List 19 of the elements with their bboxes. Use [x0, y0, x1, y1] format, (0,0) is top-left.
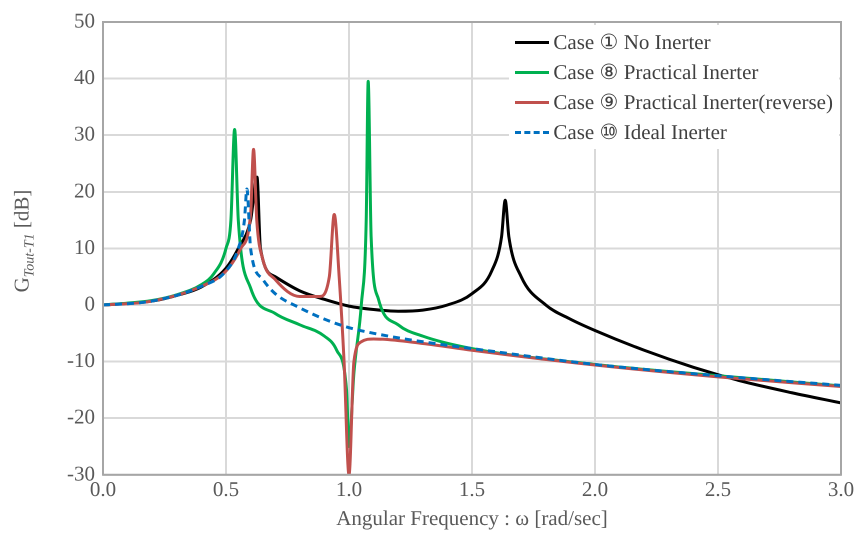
- y-tick-label: 20: [74, 178, 95, 202]
- y-tick-label: 30: [74, 122, 95, 146]
- legend-label: Case ⑧ Practical Inerter: [553, 60, 758, 84]
- x-tick-label: 2.5: [704, 476, 732, 501]
- x-tick-label: 2.0: [582, 476, 608, 501]
- y-tick-label: 10: [74, 234, 95, 259]
- y-tick-label: -10: [67, 348, 95, 372]
- x-tick-label: 1.0: [336, 476, 362, 501]
- x-axis-title: Angular Frequency : ω [rad/sec]: [336, 506, 608, 531]
- x-tick-label: 0.5: [212, 476, 240, 501]
- legend-label: Case ① No Inerter: [553, 30, 711, 54]
- y-tick-label: 50: [74, 8, 95, 33]
- legend-label: Case ⑨ Practical Inerter(reverse): [553, 90, 833, 114]
- x-tick-label: 3.0: [828, 476, 854, 501]
- y-tick-label: 0: [84, 292, 95, 316]
- legend-label: Case ⑩ Ideal Inerter: [553, 120, 727, 144]
- y-tick-label: 40: [74, 65, 95, 90]
- y-tick-label: -20: [67, 404, 95, 429]
- x-tick-label: 1.5: [458, 476, 486, 501]
